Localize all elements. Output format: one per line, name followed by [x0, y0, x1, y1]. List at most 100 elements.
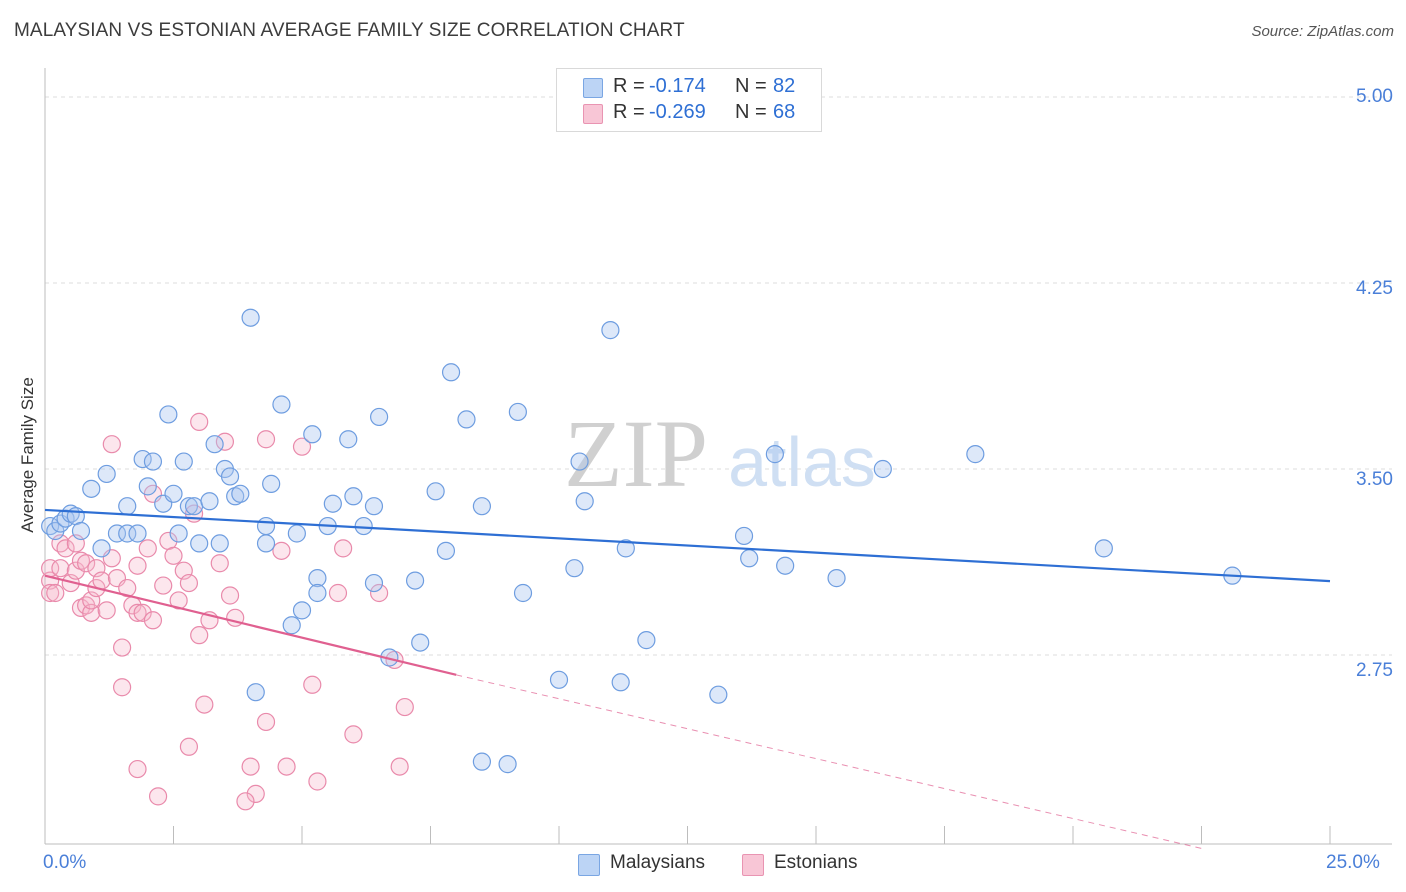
malaysians-point — [498, 755, 517, 774]
estonians-point — [390, 757, 409, 776]
y-tick-label: 2.75 — [1356, 660, 1393, 681]
malaysians-point — [92, 539, 111, 558]
estonians-point — [190, 626, 209, 645]
malaysians-point — [256, 534, 276, 553]
malaysians-point — [220, 467, 240, 486]
estonians-point — [138, 539, 157, 558]
estonians-point — [112, 678, 132, 697]
malaysians-point — [118, 497, 137, 516]
malaysians-point — [734, 526, 754, 546]
malaysians-point — [436, 541, 456, 560]
watermark-zip: ZIP — [564, 400, 708, 507]
malaysians-point — [190, 534, 209, 553]
malaysians-point — [508, 402, 527, 422]
estonians-point — [102, 435, 121, 454]
malaysians-point — [601, 321, 620, 340]
malaysians-point — [426, 482, 445, 501]
malaysians-point — [354, 516, 373, 536]
x-axis-min-label: 0.0% — [43, 852, 87, 873]
axis-layer — [44, 68, 1392, 845]
y-tick-label: 5.00 — [1356, 86, 1393, 107]
malaysians-point — [709, 685, 728, 704]
malaysians-point — [364, 573, 384, 593]
grid-layer — [45, 96, 1392, 656]
estonians-point — [220, 586, 240, 605]
malaysians-point — [339, 430, 358, 449]
malaysians-point — [184, 497, 204, 516]
malaysians-point — [308, 569, 327, 588]
legend-swatch-pink — [583, 104, 603, 124]
legend-swatch-blue — [583, 78, 603, 98]
malaysians-point — [272, 395, 291, 414]
malaysians-point — [827, 569, 846, 588]
malaysians-point — [472, 752, 491, 771]
malaysians-point — [765, 445, 784, 464]
malaysians-point — [611, 673, 630, 692]
malaysians-points — [41, 308, 1242, 774]
estonians-point — [148, 787, 168, 806]
estonians-point — [46, 583, 65, 603]
y-tick-label: 4.25 — [1356, 278, 1393, 299]
malaysians-point — [282, 616, 301, 635]
estonians-point — [256, 712, 276, 732]
legend-swatch-pink — [742, 854, 764, 876]
malaysians-point — [405, 571, 425, 590]
malaysians-point — [159, 405, 178, 424]
malaysians-point — [308, 583, 327, 603]
malaysians-point — [472, 497, 491, 516]
estonians-point — [334, 539, 353, 558]
malaysians-point — [292, 601, 312, 620]
estonians-point — [51, 559, 70, 578]
r-value: -0.269 — [649, 101, 706, 123]
r-value: -0.174 — [649, 75, 706, 97]
estonians-point — [82, 603, 101, 622]
malaysians-point — [776, 556, 795, 575]
malaysians-point — [323, 494, 342, 513]
watermark: ZIP atlas — [564, 400, 876, 507]
legend-label: Estonians — [774, 852, 858, 873]
malaysians-point — [82, 479, 101, 498]
legend-label: Malaysians — [610, 852, 706, 873]
estonians-point — [195, 695, 214, 714]
malaysians-trend-line — [44, 508, 1331, 583]
malaysians-point — [164, 484, 183, 503]
malaysians-point — [128, 524, 147, 543]
malaysians-point — [169, 524, 188, 543]
estonians-point — [344, 725, 363, 744]
n-value: 68 — [773, 101, 796, 123]
malaysians-point — [411, 633, 430, 652]
malaysians-point — [1094, 539, 1113, 558]
source-label: Source: ZipAtlas.com — [1251, 23, 1394, 40]
stats-legend: R = -0.174 N = 82 R = -0.269 N = 68 — [556, 68, 822, 132]
estonians-point — [256, 430, 276, 449]
estonians-point — [272, 541, 291, 560]
estonians-point — [179, 573, 199, 593]
y-tick-label: 3.50 — [1356, 469, 1393, 490]
legend-swatch-blue — [578, 854, 600, 876]
estonians-point — [292, 437, 312, 456]
malaysians-point — [143, 452, 163, 471]
malaysians-point — [441, 363, 461, 382]
n-value: 82 — [773, 75, 796, 97]
malaysians-point — [549, 670, 569, 689]
malaysians-point — [966, 445, 985, 464]
estonians-point — [128, 603, 147, 622]
estonians-point — [143, 611, 163, 630]
estonians-point — [246, 784, 265, 803]
estonians-point — [92, 571, 111, 590]
r-label: R = — [613, 101, 645, 123]
n-label: N = — [735, 75, 767, 97]
estonians-point — [164, 546, 183, 565]
estonians-point — [395, 697, 414, 717]
malaysians-point — [107, 524, 127, 543]
malaysians-point — [513, 583, 533, 603]
estonians-point — [236, 792, 255, 811]
malaysians-point — [370, 407, 389, 427]
malaysians-point — [97, 464, 116, 484]
estonians-point — [303, 675, 322, 694]
malaysians-point — [575, 492, 594, 511]
estonians-point — [154, 576, 173, 595]
trend-lines — [44, 508, 1331, 849]
malaysians-point — [740, 549, 759, 568]
